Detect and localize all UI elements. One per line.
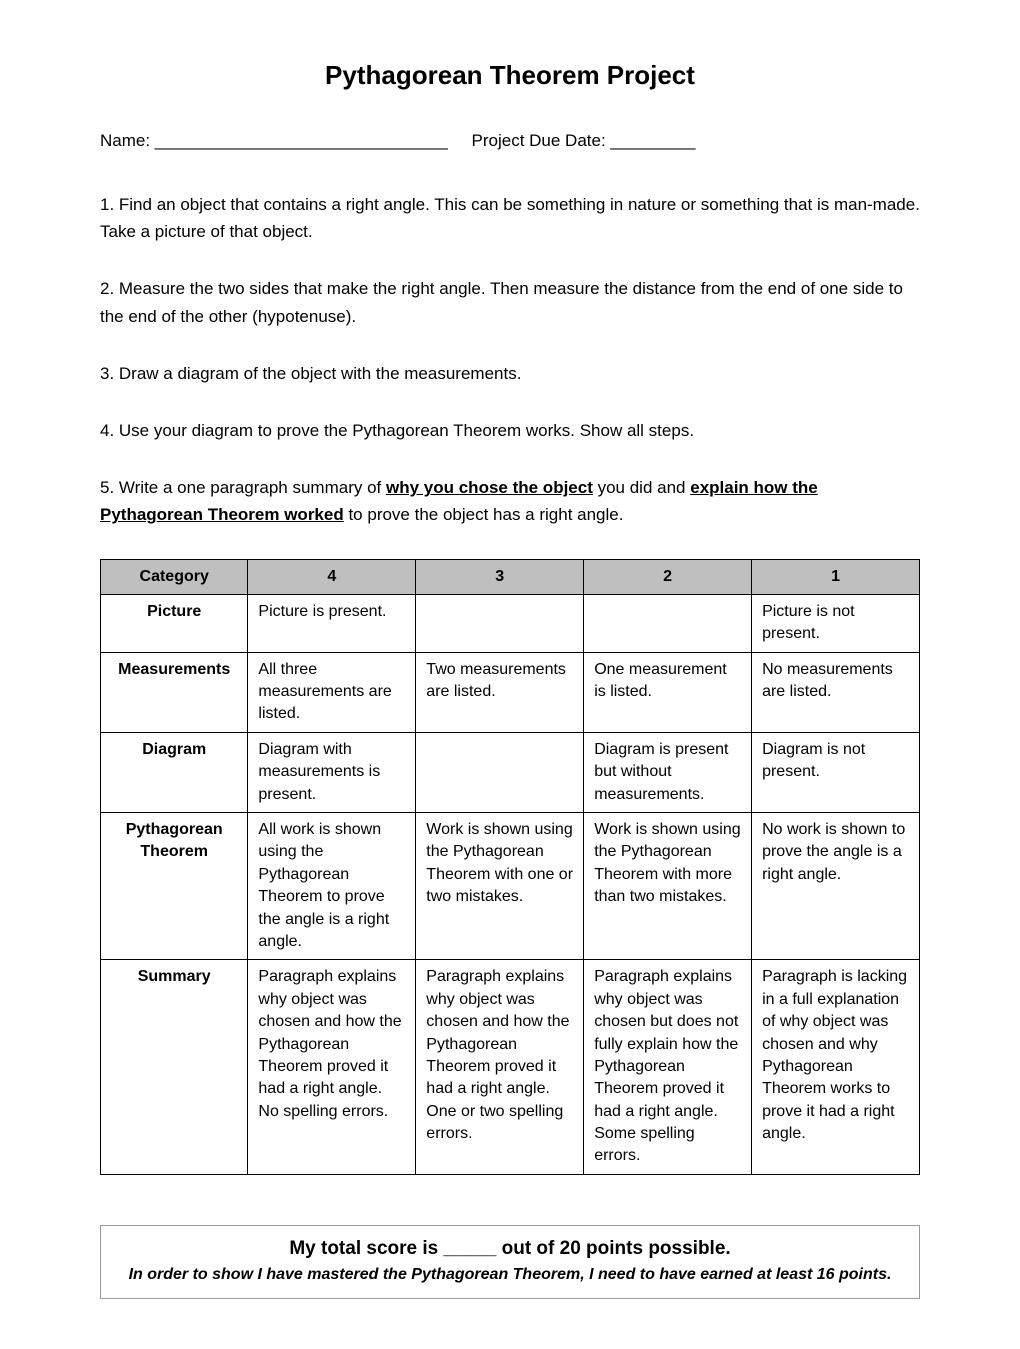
header-1: 1 [752,559,920,594]
row-label-picture: Picture [101,594,248,652]
header-category: Category [101,559,248,594]
table-row: Pythagorean Theorem All work is shown us… [101,813,920,960]
cell-pythagorean-3: Work is shown using the Pythagorean Theo… [416,813,584,960]
instruction-2: 2. Measure the two sides that make the r… [100,275,920,329]
header-3: 3 [416,559,584,594]
cell-measurements-1: No measurements are listed. [752,652,920,732]
cell-diagram-3 [416,732,584,812]
due-date-label: Project Due Date: _________ [472,131,696,150]
instruction-5-emphasis-1: why you chose the object [386,478,593,497]
rubric-table: Category 4 3 2 1 Picture Picture is pres… [100,559,920,1175]
cell-picture-3 [416,594,584,652]
cell-measurements-2: One measurement is listed. [584,652,752,732]
instruction-1: 1. Find an object that contains a right … [100,191,920,245]
table-row: Measurements All three measurements are … [101,652,920,732]
score-subtitle: In order to show I have mastered the Pyt… [121,1264,899,1286]
cell-measurements-3: Two measurements are listed. [416,652,584,732]
instruction-5-part-e: to prove the object has a right angle. [344,505,624,524]
instruction-5: 5. Write a one paragraph summary of why … [100,474,920,528]
cell-summary-1: Paragraph is lacking in a full explanati… [752,960,920,1175]
instruction-4: 4. Use your diagram to prove the Pythago… [100,417,920,444]
cell-picture-1: Picture is not present. [752,594,920,652]
cell-summary-3: Paragraph explains why object was chosen… [416,960,584,1175]
cell-summary-4: Paragraph explains why object was chosen… [248,960,416,1175]
score-box: My total score is _____ out of 20 points… [100,1225,920,1299]
page-title: Pythagorean Theorem Project [100,60,920,91]
cell-diagram-4: Diagram with measurements is present. [248,732,416,812]
name-label: Name: _______________________________ [100,131,448,150]
row-label-summary: Summary [101,960,248,1175]
name-due-line: Name: _______________________________ Pr… [100,131,920,151]
header-4: 4 [248,559,416,594]
cell-pythagorean-2: Work is shown using the Pythagorean Theo… [584,813,752,960]
table-row: Diagram Diagram with measurements is pre… [101,732,920,812]
instruction-5-part-c: you did and [593,478,690,497]
table-header-row: Category 4 3 2 1 [101,559,920,594]
header-2: 2 [584,559,752,594]
cell-pythagorean-4: All work is shown using the Pythagorean … [248,813,416,960]
row-label-measurements: Measurements [101,652,248,732]
instruction-3: 3. Draw a diagram of the object with the… [100,360,920,387]
table-row: Summary Paragraph explains why object wa… [101,960,920,1175]
score-title: My total score is _____ out of 20 points… [121,1238,899,1260]
cell-diagram-1: Diagram is not present. [752,732,920,812]
cell-measurements-4: All three measurements are listed. [248,652,416,732]
cell-pythagorean-1: No work is shown to prove the angle is a… [752,813,920,960]
table-row: Picture Picture is present. Picture is n… [101,594,920,652]
row-label-diagram: Diagram [101,732,248,812]
cell-picture-4: Picture is present. [248,594,416,652]
instruction-5-part-a: 5. Write a one paragraph summary of [100,478,386,497]
row-label-pythagorean: Pythagorean Theorem [101,813,248,960]
cell-diagram-2: Diagram is present but without measureme… [584,732,752,812]
cell-picture-2 [584,594,752,652]
cell-summary-2: Paragraph explains why object was chosen… [584,960,752,1175]
